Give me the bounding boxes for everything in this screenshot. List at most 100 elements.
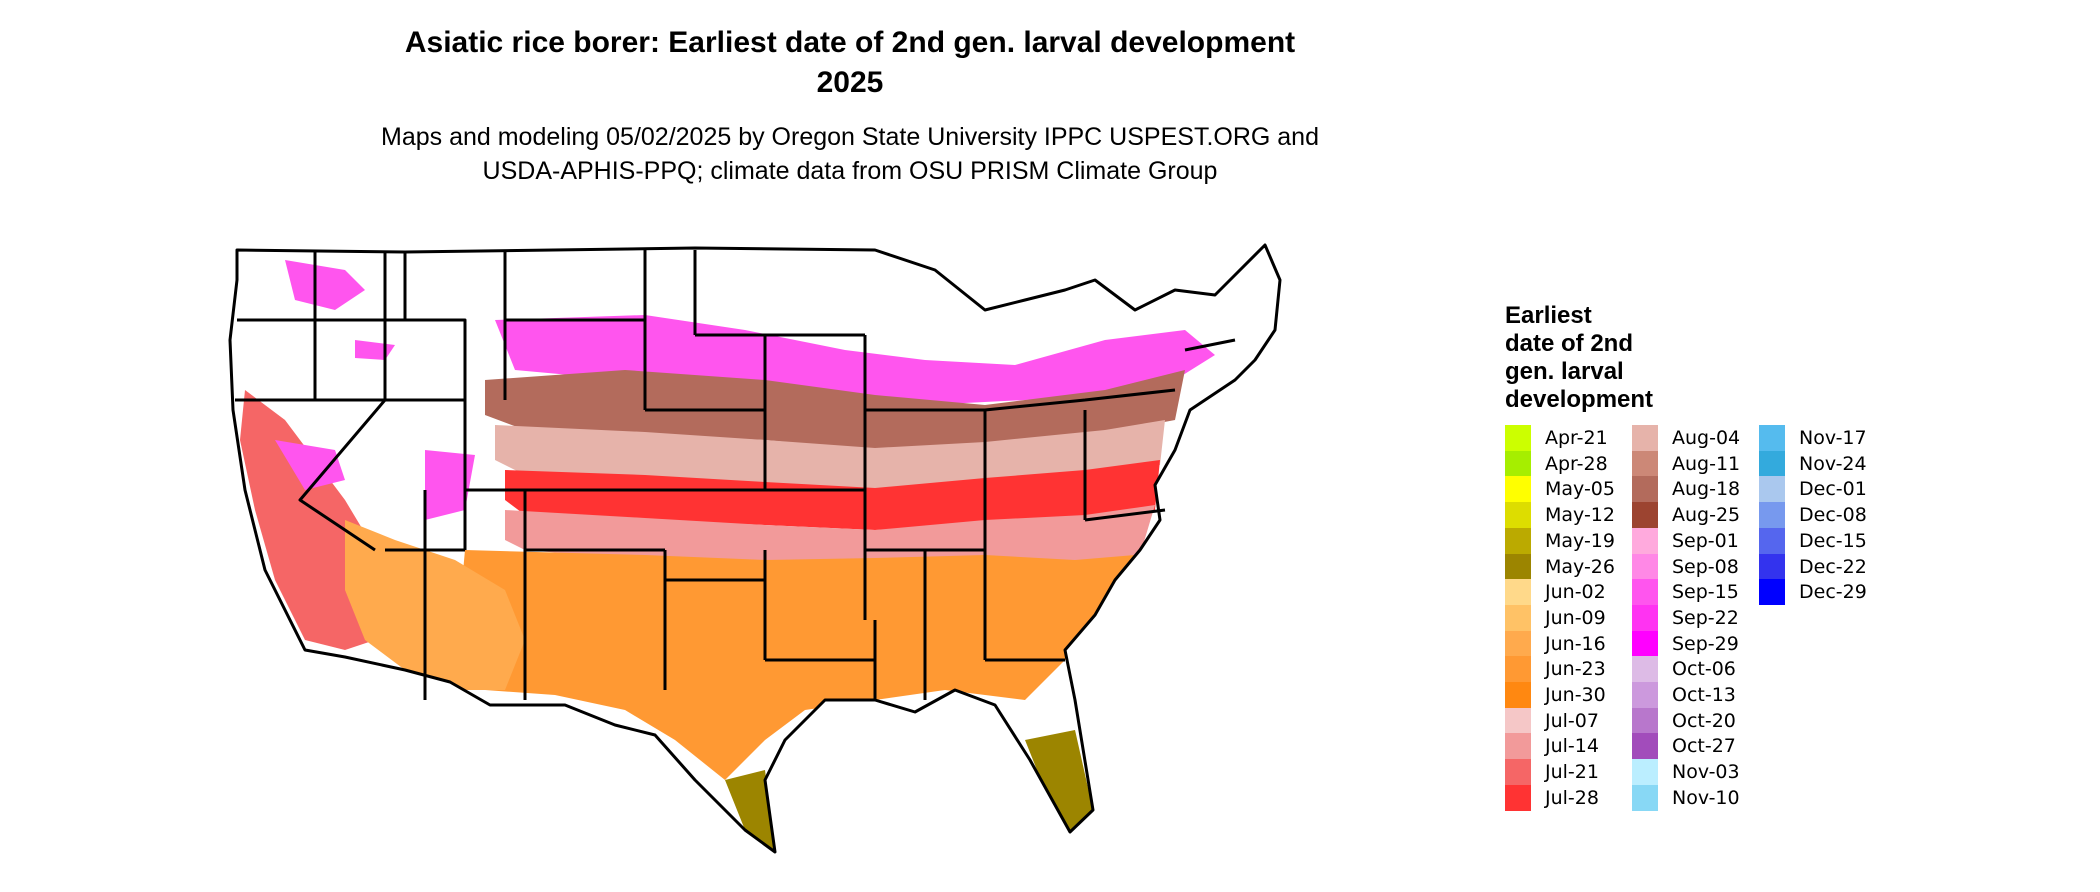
- band-desert: [345, 520, 525, 690]
- map-subtitle-line1: Maps and modeling 05/02/2025 by Oregon S…: [381, 123, 1319, 151]
- legend-item: Oct-06: [1632, 656, 1736, 683]
- legend-label: Nov-24: [1799, 452, 1867, 475]
- legend-item: Jun-02: [1505, 579, 1606, 606]
- legend-label: Oct-27: [1672, 735, 1736, 758]
- legend-swatch: [1505, 502, 1531, 529]
- legend-item: May-12: [1505, 502, 1615, 529]
- legend-item: Oct-13: [1632, 682, 1736, 708]
- legend-item: Jun-23: [1505, 656, 1606, 683]
- legend-swatch: [1505, 450, 1531, 477]
- legend-item: Dec-22: [1759, 553, 1867, 580]
- legend-swatch: [1632, 425, 1658, 451]
- map-title-year: 2025: [816, 66, 884, 99]
- state-lines: [235, 248, 1236, 700]
- band-south-texas: [725, 770, 775, 852]
- legend-title-line: date of 2nd: [1505, 330, 1634, 357]
- legend-label: Oct-06: [1672, 658, 1736, 681]
- legend-swatch: [1632, 656, 1658, 683]
- legend-item: Jul-07: [1505, 707, 1599, 734]
- legend-swatch: [1505, 604, 1531, 631]
- legend-item: Oct-20: [1632, 707, 1736, 734]
- legend-swatch: [1632, 707, 1658, 734]
- band-august: [485, 370, 1185, 450]
- legend-label: Sep-08: [1672, 555, 1739, 578]
- legend-label: Jul-07: [1545, 709, 1599, 732]
- legend-label: May-26: [1545, 555, 1615, 578]
- legend-label: Dec-15: [1799, 529, 1867, 552]
- legend-label: Jul-21: [1545, 761, 1599, 784]
- band-mid-july: [505, 505, 1155, 565]
- legend-swatch: [1759, 476, 1785, 503]
- legend-item: Jul-21: [1505, 759, 1599, 786]
- map-subtitle-line2: USDA-APHIS-PPQ; climate data from OSU PR…: [482, 157, 1218, 185]
- legend-item: Dec-29: [1759, 579, 1867, 606]
- legend-title: Earliest date of 2nd gen. larval develop…: [1505, 302, 1653, 414]
- band-west-patches: [275, 260, 475, 520]
- legend-swatch: [1632, 579, 1658, 606]
- legend-item: Jul-28: [1505, 784, 1599, 811]
- legend-item: May-19: [1505, 527, 1615, 554]
- legend-swatch: [1505, 733, 1531, 760]
- legend-label: Jul-14: [1545, 735, 1599, 758]
- legend-swatch: [1632, 682, 1658, 708]
- legend-label: Sep-15: [1672, 581, 1739, 604]
- legend-item: Aug-25: [1632, 502, 1740, 529]
- legend-item: Jun-16: [1505, 630, 1606, 657]
- legend-item: Sep-29: [1632, 630, 1739, 657]
- legend-item: Dec-01: [1759, 476, 1867, 503]
- legend-label: Dec-29: [1799, 581, 1867, 604]
- legend-label: Dec-08: [1799, 504, 1867, 527]
- phenology-color-bands: [240, 260, 1215, 852]
- legend-swatch: [1505, 759, 1531, 786]
- legend-label: Aug-11: [1672, 452, 1741, 475]
- legend-label: Sep-29: [1672, 632, 1739, 655]
- legend-item: Apr-21: [1505, 425, 1608, 451]
- legend-item: May-26: [1505, 553, 1615, 580]
- legend-swatch: [1505, 553, 1531, 580]
- legend-item: Sep-22: [1632, 604, 1739, 631]
- legend-item: Sep-01: [1632, 527, 1739, 554]
- band-early-august: [495, 420, 1165, 490]
- legend-label: Apr-28: [1545, 452, 1608, 475]
- legend-item: Jun-09: [1505, 604, 1606, 631]
- legend-label: Oct-20: [1672, 709, 1736, 732]
- band-south-florida: [1025, 730, 1093, 832]
- legend-item: Jul-14: [1505, 733, 1599, 760]
- legend-title-line: Earliest: [1505, 302, 1592, 329]
- legend-item: Nov-03: [1632, 759, 1740, 786]
- legend-swatch: [1632, 759, 1658, 786]
- us-map: [228, 243, 1282, 854]
- legend-title-line: gen. larval: [1505, 358, 1624, 385]
- legend-label: Jun-30: [1545, 684, 1606, 706]
- legend-swatch: [1759, 425, 1785, 451]
- legend-item: May-05: [1505, 476, 1615, 503]
- legend-swatch: [1632, 784, 1658, 811]
- legend-label: Sep-22: [1672, 606, 1739, 629]
- legend-item: Dec-08: [1759, 502, 1867, 529]
- legend-swatch: [1632, 502, 1658, 529]
- legend-swatch: [1505, 784, 1531, 811]
- legend-item: Aug-18: [1632, 476, 1740, 503]
- legend-item: Jun-30: [1505, 682, 1606, 708]
- legend-label: Aug-04: [1672, 427, 1741, 449]
- legend-label: Jun-23: [1545, 658, 1606, 681]
- legend-label: Apr-21: [1545, 427, 1608, 449]
- legend-item: Aug-11: [1632, 450, 1741, 477]
- map-title: Asiatic rice borer: Earliest date of 2nd…: [404, 26, 1296, 59]
- legend-swatch: [1505, 707, 1531, 734]
- legend-item: Sep-08: [1632, 553, 1739, 580]
- state-borders: [228, 243, 1282, 854]
- legend-item: Aug-04: [1632, 425, 1740, 451]
- legend-item: Sep-15: [1632, 579, 1739, 606]
- legend-swatch: [1759, 502, 1785, 529]
- legend-item: Oct-27: [1632, 733, 1736, 760]
- legend-item: Nov-17: [1759, 425, 1867, 451]
- legend-label: May-19: [1545, 529, 1615, 552]
- legend-swatch: [1632, 733, 1658, 760]
- legend-swatch: [1632, 527, 1658, 554]
- legend-label: Oct-13: [1672, 684, 1736, 706]
- legend-label: Dec-22: [1799, 555, 1867, 578]
- legend-swatch: [1505, 476, 1531, 503]
- legend-item: Apr-28: [1505, 450, 1608, 477]
- legend-label: Nov-03: [1672, 761, 1740, 784]
